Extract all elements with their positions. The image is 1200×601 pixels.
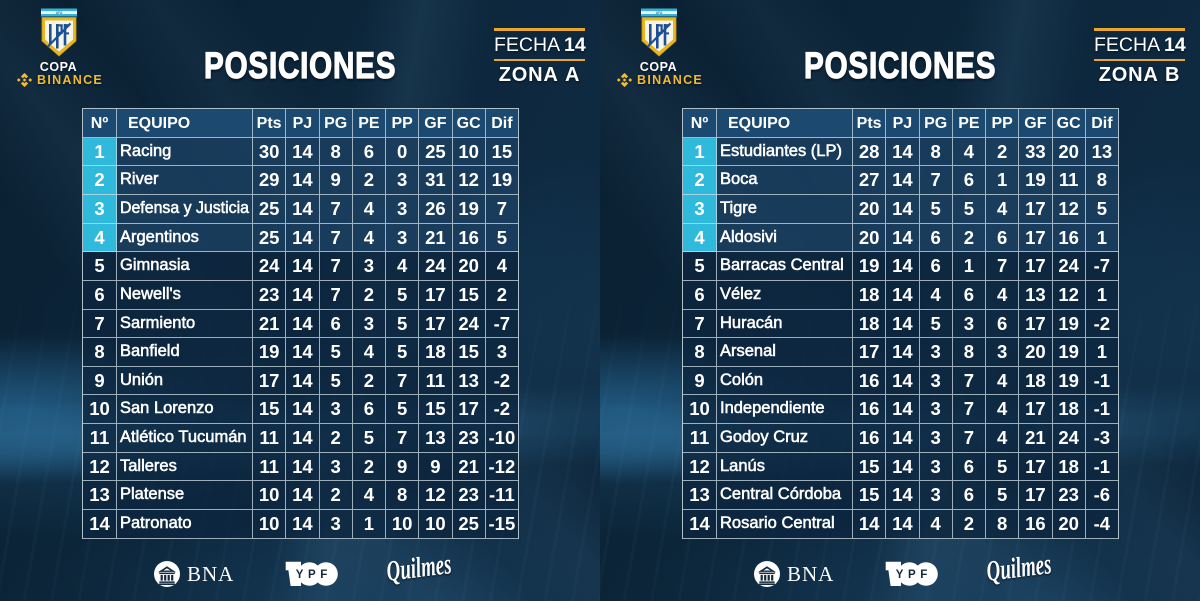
- svg-text:F: F: [920, 569, 927, 581]
- svg-text:AFA: AFA: [56, 11, 63, 15]
- svg-text:P: P: [908, 569, 916, 581]
- svg-text:P: P: [308, 569, 316, 581]
- svg-text:AFA: AFA: [656, 11, 663, 15]
- svg-text:F: F: [320, 569, 327, 581]
- svg-text:Y: Y: [896, 569, 904, 581]
- svg-text:Y: Y: [296, 569, 304, 581]
